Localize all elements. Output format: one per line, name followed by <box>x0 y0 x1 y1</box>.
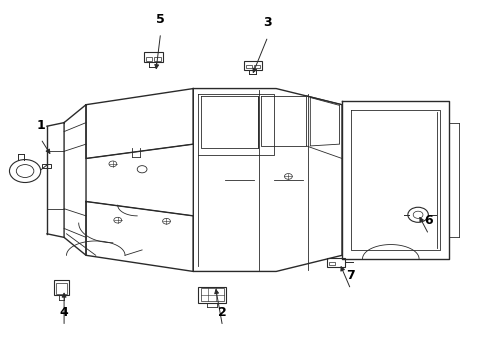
Text: 6: 6 <box>424 214 432 227</box>
Bar <box>244 61 262 70</box>
Bar <box>154 57 161 61</box>
Bar <box>42 164 51 168</box>
Bar <box>143 52 163 62</box>
Text: 3: 3 <box>263 17 272 30</box>
Bar <box>329 262 334 265</box>
Bar <box>54 280 69 296</box>
Bar <box>245 65 251 68</box>
Bar <box>327 258 344 267</box>
Text: 5: 5 <box>156 13 164 26</box>
Bar <box>56 283 67 294</box>
Text: 4: 4 <box>60 306 68 319</box>
Text: 2: 2 <box>218 306 226 319</box>
Bar <box>198 287 226 303</box>
Bar <box>253 65 259 68</box>
Text: 7: 7 <box>346 269 354 282</box>
Text: 1: 1 <box>36 118 45 132</box>
Bar <box>200 288 224 301</box>
Bar <box>145 57 152 61</box>
